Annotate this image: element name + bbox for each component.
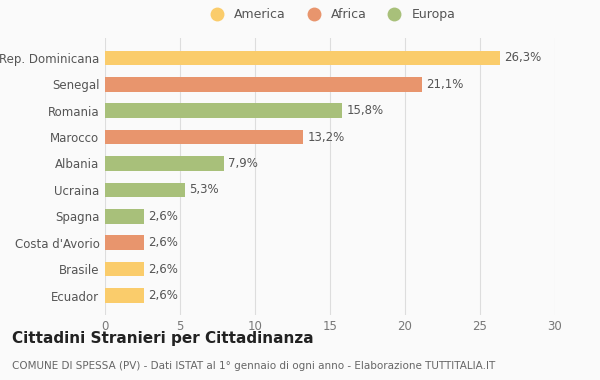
Bar — [105, 51, 499, 65]
Bar — [105, 209, 144, 223]
Text: 15,8%: 15,8% — [347, 104, 383, 117]
Legend: America, Africa, Europa: America, Africa, Europa — [199, 3, 461, 26]
Text: 2,6%: 2,6% — [149, 210, 178, 223]
Text: 2,6%: 2,6% — [149, 263, 178, 276]
Bar — [105, 288, 144, 303]
Text: 7,9%: 7,9% — [228, 157, 258, 170]
Text: 26,3%: 26,3% — [504, 51, 541, 64]
Bar — [105, 183, 185, 197]
Bar — [105, 103, 342, 118]
Text: COMUNE DI SPESSA (PV) - Dati ISTAT al 1° gennaio di ogni anno - Elaborazione TUT: COMUNE DI SPESSA (PV) - Dati ISTAT al 1°… — [12, 361, 495, 371]
Text: 5,3%: 5,3% — [189, 184, 218, 196]
Bar — [105, 262, 144, 276]
Bar — [105, 236, 144, 250]
Bar — [105, 77, 421, 92]
Text: 2,6%: 2,6% — [149, 236, 178, 249]
Bar — [105, 130, 303, 144]
Text: 13,2%: 13,2% — [308, 131, 345, 144]
Bar — [105, 156, 223, 171]
Text: Cittadini Stranieri per Cittadinanza: Cittadini Stranieri per Cittadinanza — [12, 331, 314, 345]
Text: 21,1%: 21,1% — [426, 78, 463, 91]
Text: 2,6%: 2,6% — [149, 289, 178, 302]
